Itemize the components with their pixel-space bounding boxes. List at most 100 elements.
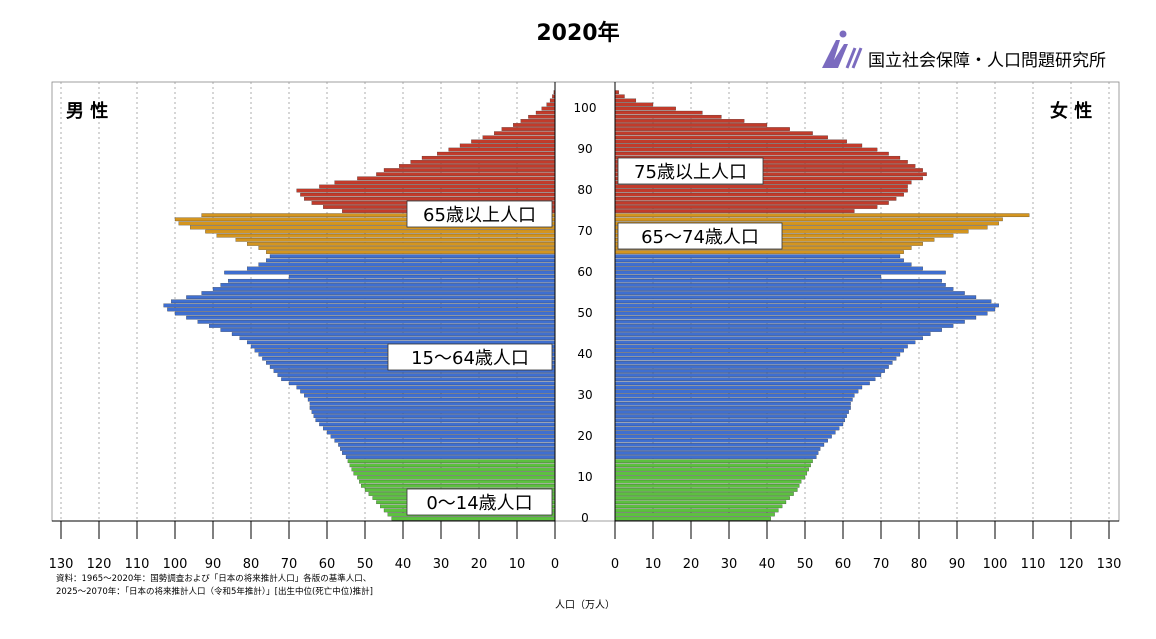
x-axis-label: 人口（万人） [555,599,615,611]
bar-male [304,393,556,398]
label-65-74: 65～74歳人口 [641,227,759,248]
tick-labels: 130 120 110 100 90 80 70 60 50 40 30 20 10 0 0 10 20 30 40… [49,101,1122,572]
label-75-plus: 75歳以上人口 [634,162,747,183]
x-tick-label-female: 130 [1097,557,1122,572]
bar-female [614,143,863,148]
bar-female [614,102,654,107]
bar-male [359,479,556,484]
bar-male [311,410,556,414]
bar-male [296,385,556,390]
logo-dot-icon [839,30,847,38]
female-label: 女 性 [1050,100,1092,122]
bar-female [614,381,870,386]
bar-female [614,397,853,402]
bar-male [296,188,556,193]
bar-female [614,422,844,427]
bar-female [614,504,783,509]
bar-female [614,500,787,505]
bar-male [541,106,556,111]
bar-male [258,262,556,267]
bar-female [614,123,768,127]
bar-female [614,373,882,377]
bar-male [307,397,556,402]
bar-female [614,512,775,517]
x-tick-label-male: 60 [319,557,336,572]
bar-female [614,127,790,131]
bar-male [197,319,556,324]
bar-female [614,258,904,263]
bar-male [459,143,556,148]
x-tick-label-male: 30 [433,557,450,572]
label-75-plus-box [617,157,764,185]
x-tick-label-female: 40 [759,557,776,572]
bar-male [494,131,556,136]
bar-female [614,110,703,115]
age-tick-label: 40 [577,347,592,361]
bar-male [201,291,556,295]
bar-male [304,196,556,201]
bar-female [614,401,851,406]
age-tick-label: 50 [577,306,592,320]
bar-male [186,315,556,320]
bar-male [266,258,556,263]
bar-female [614,414,847,418]
x-tick-label-female: 80 [911,557,928,572]
bar-female [614,106,676,111]
x-tick-label-male: 20 [471,557,488,572]
bar-male [357,176,556,181]
bar-female [614,90,619,95]
bar-male [351,467,556,472]
bar-male [323,426,556,431]
bar-female [614,213,1030,218]
age-tick-label: 60 [577,265,592,279]
bar-female [614,274,882,279]
bar-female [614,463,811,468]
age-tick-label: 0 [581,511,589,525]
bar-male [376,172,556,177]
bar-female [614,488,798,492]
bar-male [471,139,556,144]
bar-female [614,147,878,152]
plot-frame [51,81,1120,522]
x-tick-label-female: 110 [1021,557,1046,572]
bar-female [614,336,923,341]
bar-male [205,229,556,234]
bar-male [546,102,556,107]
bar-female [614,291,965,295]
bar-male [520,119,556,123]
bar-female [614,356,897,361]
bar-male [163,303,556,308]
x-tick-label-male: 40 [395,557,412,572]
bar-male [247,340,556,345]
bar-male [513,123,556,127]
bar-female [614,426,840,431]
x-tick-label-male: 70 [281,557,298,572]
bar-female [614,328,942,332]
bar-female [614,270,946,275]
ipss-logo: 国立社会保障・人口問題研究所 [822,30,1106,71]
x-tick-label-female: 50 [797,557,814,572]
bar-female [614,94,625,99]
bar-male [437,151,556,156]
x-tick-label-male: 0 [551,557,559,572]
bar-female [614,254,901,259]
group-labels: 65歳以上人口 15～64歳人口 0～14歳人口 75歳以上人口 65～74歳人口 [387,157,783,516]
x-tick-label-female: 100 [983,557,1008,572]
bar-female [614,287,954,291]
bar-male [231,332,556,336]
x-tick-label-female: 70 [873,557,890,572]
bar-female [614,209,855,213]
bar-male [209,324,556,328]
organization-name: 国立社会保障・人口問題研究所 [868,51,1106,71]
bar-female [614,131,813,136]
bar-female [614,278,942,283]
label-0-14: 0～14歳人口 [426,493,532,514]
bar-female [614,475,806,480]
bar-male [228,278,556,283]
bar-female [614,442,825,447]
bar-male [535,110,556,115]
bar-female [614,385,863,390]
age-tick-label: 90 [577,142,592,156]
bar-male [288,274,556,279]
